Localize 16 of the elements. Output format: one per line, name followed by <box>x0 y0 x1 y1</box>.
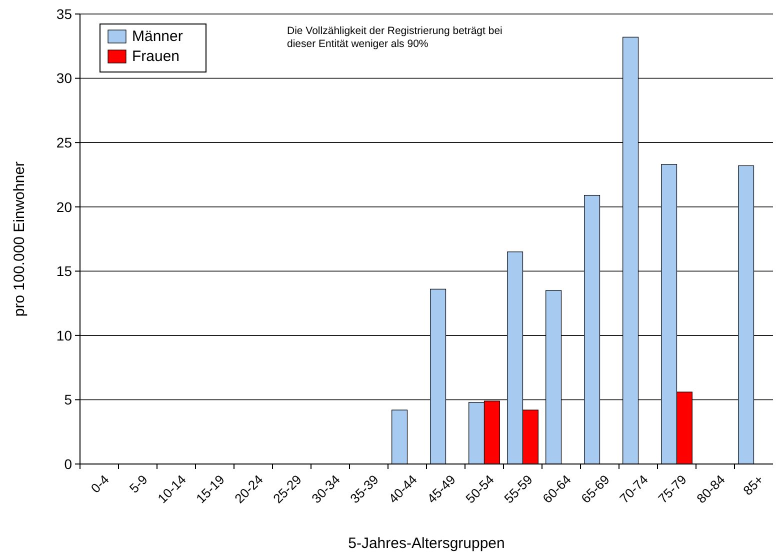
y-tick-label: 5 <box>64 392 72 408</box>
y-tick-label: 20 <box>56 198 72 215</box>
y-tick-label: 10 <box>56 327 72 344</box>
x-axis-title: 5-Jahres-Altersgruppen <box>348 535 505 552</box>
y-tick-label: 15 <box>56 263 72 280</box>
x-tick-label: 0-4 <box>88 472 112 496</box>
y-tick-label: 30 <box>56 70 72 86</box>
y-tick-label: 35 <box>56 6 72 22</box>
annotation: Die Vollzähligkeit der Registrierung beträgt bei dieser Entität weniger als 90% <box>287 25 502 50</box>
x-tick-label: 5-9 <box>126 472 150 496</box>
y-axis-title: pro 100.000 Einwohner <box>11 161 28 317</box>
y-tick-label: 0 <box>64 456 72 472</box>
y-tick-label: 25 <box>56 134 72 150</box>
legend-label: Männer <box>132 28 183 45</box>
x-tick-label: 85+ <box>740 472 766 498</box>
legend-label: Frauen <box>132 48 180 65</box>
